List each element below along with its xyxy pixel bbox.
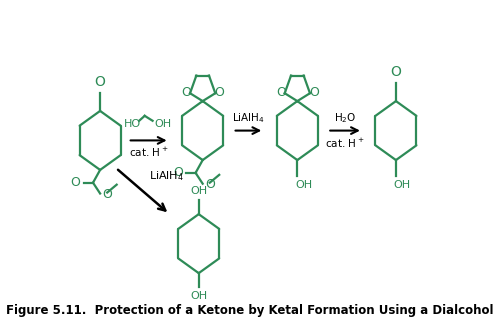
Text: O: O <box>276 86 285 99</box>
Text: O: O <box>390 65 402 80</box>
Text: LiAlH$_4$: LiAlH$_4$ <box>232 111 265 125</box>
Text: O: O <box>309 86 319 99</box>
Text: OH: OH <box>190 291 208 301</box>
Text: LiAlH$_4$: LiAlH$_4$ <box>149 169 184 183</box>
Text: O: O <box>214 86 224 99</box>
Text: HO: HO <box>124 119 142 129</box>
Text: cat. H$^+$: cat. H$^+$ <box>129 146 168 159</box>
Text: OH: OH <box>190 186 208 196</box>
Text: O: O <box>94 75 106 89</box>
Text: O: O <box>181 86 191 99</box>
Text: O: O <box>205 178 215 191</box>
Text: Figure 5.11.  Protection of a Ketone by Ketal Formation Using a Dialcohol: Figure 5.11. Protection of a Ketone by K… <box>6 304 494 317</box>
Text: O: O <box>70 176 81 189</box>
Text: cat. H$^+$: cat. H$^+$ <box>326 137 365 149</box>
Text: OH: OH <box>394 180 410 190</box>
Text: O: O <box>173 166 183 180</box>
Text: OH: OH <box>295 180 312 190</box>
Text: H$_2$O: H$_2$O <box>334 111 356 125</box>
Text: O: O <box>102 188 113 201</box>
Text: OH: OH <box>154 119 172 129</box>
